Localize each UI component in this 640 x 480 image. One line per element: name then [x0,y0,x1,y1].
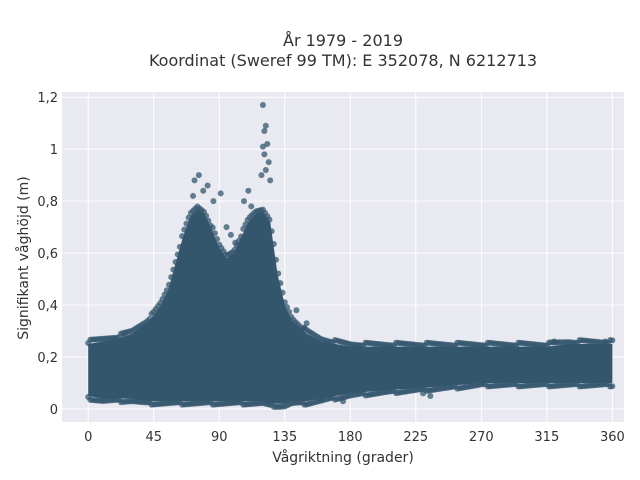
data-point [279,289,286,296]
chart-subtitle: Koordinat (Sweref 99 TM): E 352078, N 62… [149,51,537,70]
data-point [163,287,170,294]
data-point [159,296,166,303]
data-point [340,398,346,405]
data-point [275,270,282,277]
y-tick-label: 0 [50,403,58,418]
x-tick-label: 135 [272,430,297,445]
x-tick-label: 90 [211,430,228,445]
data-point [205,217,212,224]
data-point [214,235,221,242]
data-point [262,166,269,173]
data-point [121,333,128,340]
data-point [248,203,255,210]
x-tick-label: 0 [84,430,92,445]
data-point [609,337,616,344]
data-point [161,291,168,298]
data-point [261,127,268,134]
data-point [190,192,197,199]
y-tick-label: 0,8 [37,195,58,210]
data-point [281,299,288,306]
data-point [211,230,218,237]
data-point [174,251,181,258]
data-point [286,309,293,316]
y-tick-labels: 0 0,2 0,4 0,6 0,8 1 1,2 [37,91,58,418]
data-point [217,190,224,197]
data-point [146,316,153,323]
data-point [185,214,192,221]
x-axis-label: Vågriktning (grader) [272,449,414,466]
data-point [277,280,284,287]
y-tick-label: 0,4 [37,299,58,314]
data-point [168,274,175,281]
data-points [85,101,616,410]
x-tick-label: 360 [600,430,625,445]
y-tick-label: 0,6 [37,247,58,262]
data-point [427,393,434,400]
data-point [195,172,202,179]
data-point [223,224,230,231]
data-point [204,182,211,189]
data-point [203,212,210,219]
data-point [551,338,558,345]
data-point [259,143,266,150]
x-tick-label: 225 [403,430,428,445]
data-point [283,304,290,311]
data-point [261,151,268,158]
y-tick-label: 0,2 [37,351,58,366]
data-point [170,266,177,273]
data-point [172,259,179,266]
data-point [179,233,186,240]
data-point [293,307,300,314]
data-point [270,240,277,247]
data-point [166,281,173,288]
data-point [266,216,273,223]
data-point [240,225,247,232]
data-point [300,325,307,332]
chart-title: År 1979 - 2019 [283,31,403,50]
data-point [264,140,271,147]
x-tick-label: 315 [534,430,559,445]
data-point [209,224,216,231]
point-cloud [88,208,613,404]
data-point [258,172,265,179]
data-point [420,390,427,397]
y-tick-label: 1 [50,143,58,158]
y-axis-label: Signifikant våghöjd (m) [15,176,32,339]
data-point [183,220,190,227]
data-point [210,198,217,205]
data-point [227,231,234,238]
data-point [191,177,198,184]
y-tick-label: 1,2 [37,91,58,106]
data-point [245,187,252,194]
data-point [262,122,269,129]
data-point [176,243,183,250]
data-point [200,187,207,194]
x-tick-label: 270 [469,430,494,445]
data-point [265,159,272,166]
data-point [231,246,238,253]
data-point [318,395,325,402]
data-point [609,383,616,390]
data-point [268,228,275,235]
data-point [259,101,266,108]
data-point [181,226,188,233]
x-tick-label: 45 [145,430,162,445]
data-point [232,239,239,246]
data-point [602,338,609,345]
data-point [240,198,247,205]
x-tick-labels: 0 45 90 135 180 225 270 315 360 [84,430,625,445]
data-point [267,177,274,184]
data-point [242,221,249,228]
data-point [238,233,245,240]
data-point [303,320,310,327]
x-tick-label: 180 [338,430,363,445]
data-point [273,256,280,263]
